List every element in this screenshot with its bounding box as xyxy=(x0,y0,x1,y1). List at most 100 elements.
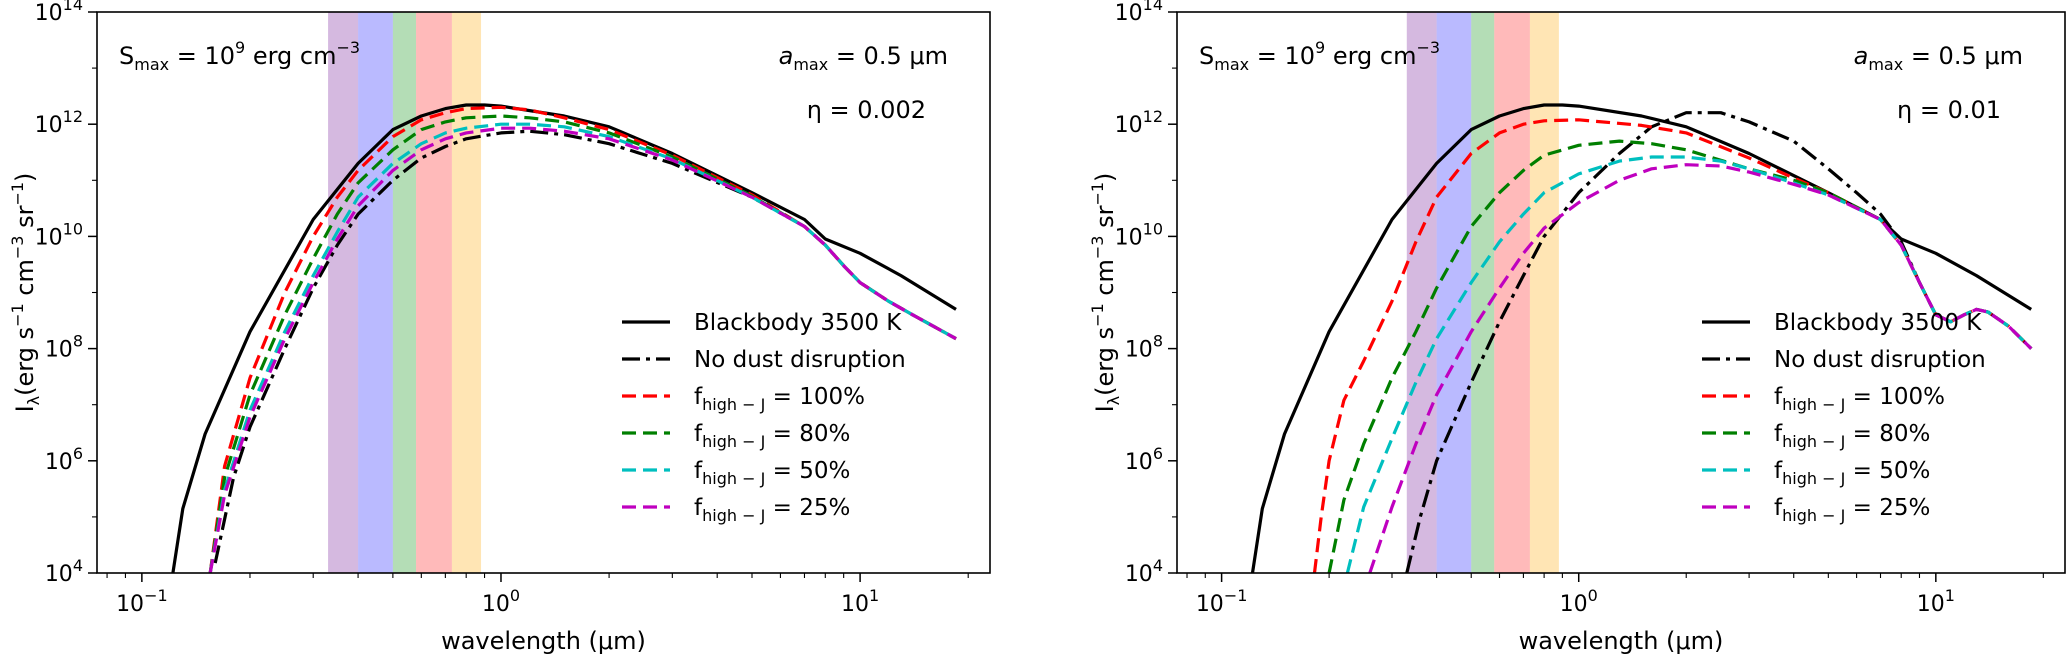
smax-unit: erg cm xyxy=(1325,42,1416,70)
y-tick-base: 10 xyxy=(35,225,63,250)
smax-mid: = 10 xyxy=(1249,42,1315,70)
y-label-sub: λ xyxy=(1104,396,1123,405)
legend-label-5: fhigh − J = 25% xyxy=(1774,495,1930,525)
band-0 xyxy=(328,12,359,573)
eta-annotation: η = 0.002 xyxy=(807,96,926,124)
y-tick-base: 10 xyxy=(45,450,73,475)
legend-value: = 25% xyxy=(1845,495,1930,521)
y-tick-label: 1012 xyxy=(35,107,83,138)
y-tick-base: 10 xyxy=(1125,562,1153,587)
x-tick-exp: 0 xyxy=(1588,586,1598,605)
y-tick-base: 10 xyxy=(1125,338,1153,363)
y-axis-label: Iλ(erg s−1 cm−3 sr−1) xyxy=(8,173,43,413)
x-axis-label: wavelength (μm) xyxy=(1519,627,1724,655)
smax-s: S xyxy=(1199,42,1214,70)
legend-label-1: No dust disruption xyxy=(694,347,906,373)
x-tick-exp: −1 xyxy=(144,586,168,605)
x-tick-label: 101 xyxy=(841,586,879,617)
legend-label-4: fhigh − J = 50% xyxy=(694,458,850,488)
series-line-0 xyxy=(1250,103,2033,573)
x-tick-exp: 0 xyxy=(510,586,520,605)
smax-sub: max xyxy=(1214,55,1249,74)
y-tick-exp: 10 xyxy=(1143,219,1163,238)
legend-label-0: Blackbody 3500 K xyxy=(1774,310,1982,336)
smax-mid: = 10 xyxy=(169,42,235,70)
legend-value: = 50% xyxy=(1845,458,1930,484)
x-tick-label: 101 xyxy=(1917,586,1955,617)
amax-value: = 0.5 μm xyxy=(828,42,948,70)
x-tick-label: 100 xyxy=(482,586,520,617)
x-tick-exp: 1 xyxy=(869,586,879,605)
smax-annotation: Smax = 109 erg cm−3 xyxy=(1199,38,1440,74)
chart-panel-left: 10−1 100 101104106108101010121014wavelengt… xyxy=(8,0,991,655)
series-line-0 xyxy=(171,103,957,573)
y-tick-label: 1010 xyxy=(1115,219,1163,250)
y-label-exp: −1 xyxy=(8,182,27,206)
legend-f: f xyxy=(694,495,703,521)
smax-unit-exp: −3 xyxy=(1416,38,1440,57)
x-tick-label: 100 xyxy=(1560,586,1598,617)
y-tick-exp: 12 xyxy=(1143,107,1163,126)
legend-value: = 25% xyxy=(765,495,850,521)
series-line-2 xyxy=(208,105,957,573)
smax-exp: 9 xyxy=(1315,38,1325,57)
legend-label-1: No dust disruption xyxy=(1774,347,1986,373)
y-label-base: I xyxy=(11,405,39,412)
legend-sub: high − J xyxy=(702,432,765,451)
y-tick-label: 1014 xyxy=(35,0,83,26)
legend-sub: high − J xyxy=(702,469,765,488)
x-tick-exp: 1 xyxy=(1945,586,1955,605)
y-tick-base: 10 xyxy=(45,562,73,587)
band-3 xyxy=(416,12,452,573)
y-tick-label: 106 xyxy=(1125,444,1163,475)
x-axis-label: wavelength (μm) xyxy=(441,627,646,655)
y-tick-exp: 6 xyxy=(1153,444,1163,463)
y-tick-label: 1012 xyxy=(1115,107,1163,138)
band-4 xyxy=(1529,12,1559,573)
y-label-rest: (erg s xyxy=(11,327,39,396)
legend-label-2: fhigh − J = 100% xyxy=(694,384,865,414)
y-tick-label: 1014 xyxy=(1115,0,1163,26)
x-tick-base: 10 xyxy=(482,592,510,617)
y-tick-label: 104 xyxy=(45,556,83,587)
smax-unit-exp: −3 xyxy=(336,38,360,57)
legend-f: f xyxy=(694,384,703,410)
smax-sub: max xyxy=(134,55,169,74)
amax-a: a xyxy=(779,42,794,70)
legend-value: = 80% xyxy=(1845,421,1930,447)
y-label-mid: sr xyxy=(1091,205,1119,235)
y-tick-exp: 4 xyxy=(1153,556,1163,575)
legend-sub: high − J xyxy=(1782,432,1845,451)
y-tick-exp: 8 xyxy=(1153,332,1163,351)
y-label-exp: −3 xyxy=(1088,236,1107,260)
x-tick-base: 10 xyxy=(1196,592,1224,617)
legend-f: f xyxy=(1774,458,1783,484)
y-tick-label: 108 xyxy=(1125,332,1163,363)
y-tick-label: 108 xyxy=(45,332,83,363)
legend-f: f xyxy=(1774,495,1783,521)
legend-label-0: Blackbody 3500 K xyxy=(694,310,902,336)
amax-sub: max xyxy=(1868,55,1903,74)
legend-value: = 100% xyxy=(765,384,865,410)
series-line-5 xyxy=(1368,163,2033,573)
legend-sub: high − J xyxy=(702,506,765,525)
y-tick-base: 10 xyxy=(1115,113,1143,138)
legend-sub: high − J xyxy=(1782,469,1845,488)
y-label-mid: sr xyxy=(11,205,39,235)
legend-value: = 80% xyxy=(765,421,850,447)
y-tick-base: 10 xyxy=(1115,225,1143,250)
x-tick-base: 10 xyxy=(1917,592,1945,617)
band-2 xyxy=(1471,12,1495,573)
x-tick-exp: −1 xyxy=(1224,586,1248,605)
y-label-end: ) xyxy=(1091,173,1119,182)
legend-label-4: fhigh − J = 50% xyxy=(1774,458,1930,488)
legend-label-2: fhigh − J = 100% xyxy=(1774,384,1945,414)
y-tick-exp: 14 xyxy=(63,0,83,14)
amax-annotation: amax = 0.5 μm xyxy=(779,42,948,74)
eta-annotation: η = 0.01 xyxy=(1897,96,2001,124)
y-tick-label: 104 xyxy=(1125,556,1163,587)
amax-sub: max xyxy=(793,55,828,74)
amax-value: = 0.5 μm xyxy=(1903,42,2023,70)
y-label-exp: −1 xyxy=(1088,182,1107,206)
